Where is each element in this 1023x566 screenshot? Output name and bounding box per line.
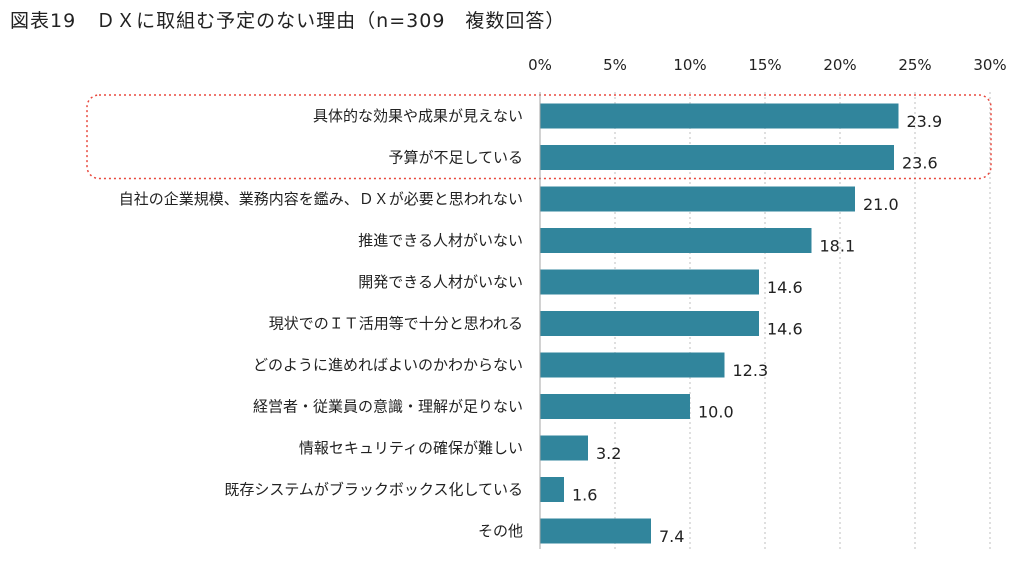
bar bbox=[540, 186, 855, 212]
data-label: 14.6 bbox=[767, 278, 803, 297]
category-label: 開発できる人材がいない bbox=[358, 273, 523, 291]
bar bbox=[540, 435, 588, 461]
bar bbox=[540, 394, 690, 419]
data-label: 1.6 bbox=[572, 486, 597, 505]
highlight-box bbox=[86, 94, 992, 180]
data-label: 23.6 bbox=[902, 154, 938, 173]
data-label: 14.6 bbox=[767, 320, 803, 339]
data-label: 21.0 bbox=[863, 195, 899, 214]
x-tick-label: 10% bbox=[673, 56, 706, 74]
category-label: 推進できる人材がいない bbox=[358, 232, 523, 250]
data-label: 12.3 bbox=[733, 361, 769, 380]
x-tick-label: 15% bbox=[748, 56, 781, 74]
x-tick-label: 30% bbox=[973, 56, 1006, 74]
bar bbox=[540, 518, 651, 544]
category-label: 予算が不足している bbox=[388, 149, 523, 167]
bar bbox=[540, 352, 725, 378]
bar bbox=[540, 477, 564, 502]
bar bbox=[540, 228, 812, 253]
category-label: 情報セキュリティの確保が難しい bbox=[299, 439, 523, 457]
x-tick-label: 0% bbox=[528, 56, 552, 74]
category-label: 自社の企業規模、業務内容を鑑み、ＤＸが必要と思われない bbox=[119, 190, 523, 208]
category-label: 経営者・従業員の意識・理解が足りない bbox=[253, 398, 523, 416]
bar bbox=[540, 103, 899, 129]
category-label: その他 bbox=[478, 522, 523, 540]
x-tick-label: 20% bbox=[823, 56, 856, 74]
category-label: 既存システムがブラックボックス化している bbox=[224, 481, 523, 499]
bar bbox=[540, 311, 759, 336]
data-label: 10.0 bbox=[698, 403, 734, 422]
x-tick-label: 25% bbox=[898, 56, 931, 74]
data-label: 3.2 bbox=[596, 444, 621, 463]
data-label: 23.9 bbox=[907, 112, 943, 131]
bar bbox=[540, 269, 759, 295]
x-tick-label: 5% bbox=[603, 56, 627, 74]
category-label: 具体的な効果や成果が見えない bbox=[313, 107, 523, 125]
bar bbox=[540, 145, 894, 170]
data-label: 18.1 bbox=[820, 237, 856, 256]
category-label: どのように進めればよいのかわからない bbox=[253, 356, 523, 374]
category-label: 現状でのＩＴ活用等で十分と思われる bbox=[269, 315, 523, 333]
data-label: 7.4 bbox=[659, 527, 684, 546]
chart-title: 図表19 ＤＸに取組む予定のない理由（n=309 複数回答） bbox=[10, 10, 566, 32]
